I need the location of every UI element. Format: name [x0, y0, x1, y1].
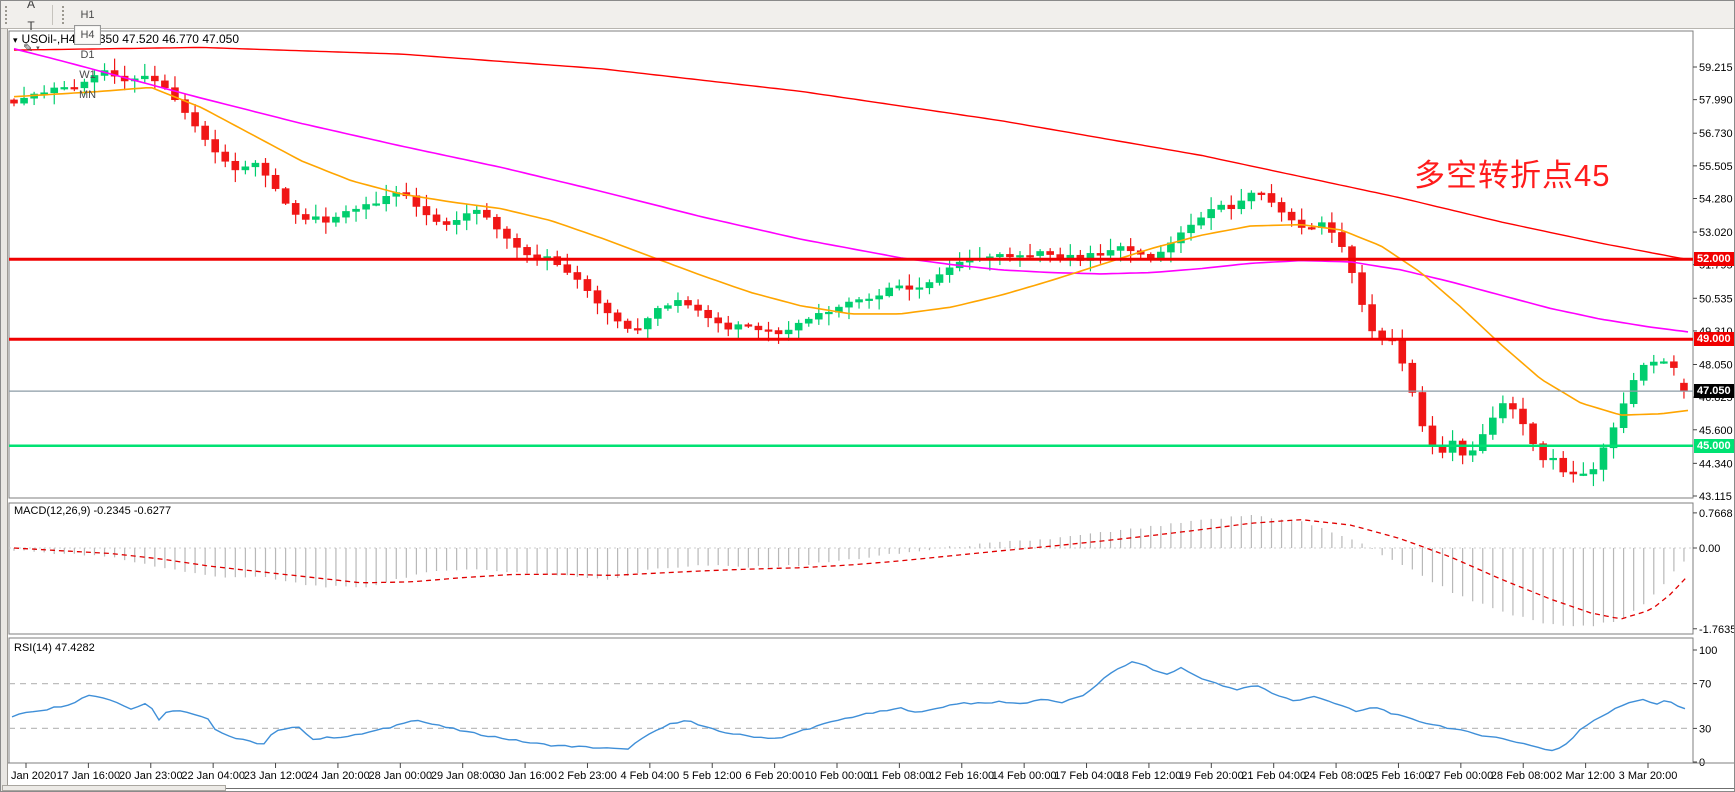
time-axis-label: 4 Feb 04:00 — [620, 770, 679, 782]
dropdown-caret-icon: ▾ — [36, 44, 40, 52]
time-axis-label: 2 Feb 23:00 — [558, 770, 617, 782]
timeframe-toolbar: M1M5M15M30H1H4D1W1MN — [73, 1, 104, 105]
price-tick-label: 48.050 — [1699, 360, 1733, 372]
time-axis-label: 17 Jan 16:00 — [57, 770, 121, 782]
price-tick-label: 43.115 — [1699, 491, 1732, 503]
timeframe-button-d1[interactable]: D1 — [74, 45, 101, 65]
price-tick-label: 59.215 — [1699, 62, 1733, 74]
price-tick-label: 53.020 — [1699, 227, 1733, 239]
time-axis-label: 29 Jan 08:00 — [431, 770, 495, 782]
price-tick-label: 44.340 — [1699, 458, 1733, 470]
time-axis-label: 25 Feb 16:00 — [1366, 770, 1431, 782]
time-axis-label: 2 Mar 12:00 — [1556, 770, 1615, 782]
time-axis-label: 24 Jan 20:00 — [306, 770, 370, 782]
time-axis-label: 28 Jan 00:00 — [368, 770, 432, 782]
time-axis-label: 21 Feb 04:00 — [1241, 770, 1306, 782]
toolbar: FAT✎▾ M1M5M15M30H1H4D1W1MN — [1, 1, 1734, 101]
time-axis-label: 12 Feb 16:00 — [929, 770, 994, 782]
price-badge-support-45: 45.000 — [1694, 439, 1734, 453]
price-tick-label: 54.280 — [1699, 193, 1733, 205]
macd-tick-label: 0.00 — [1699, 543, 1720, 555]
styles-icon: ✎ — [23, 40, 34, 55]
ma-mid-magenta-line[interactable] — [13, 47, 1689, 333]
macd-tick-label: -1.7635 — [1699, 624, 1735, 636]
rsi-line[interactable] — [11, 661, 1686, 752]
price-tick-label: 57.990 — [1699, 95, 1733, 107]
time-axis-label: 16 Jan 2020 — [1, 770, 56, 782]
macd-histogram — [13, 515, 1685, 627]
time-axis-label: 3 Mar 20:00 — [1619, 770, 1678, 782]
price-badge-resistance-49: 49.000 — [1694, 332, 1734, 346]
timeframe-button-h1[interactable]: H1 — [74, 5, 101, 25]
toolbar-separator — [52, 4, 53, 25]
rsi-tick-label: 70 — [1699, 679, 1711, 691]
annotation-text[interactable]: 多空转折点45 — [1414, 158, 1611, 193]
time-axis-label: 27 Feb 00:00 — [1428, 770, 1493, 782]
toolbar-grip[interactable] — [5, 5, 11, 24]
macd-axis: 0.7668 0.00 -1.7635 — [1693, 508, 1735, 636]
font-icon: A — [26, 0, 35, 11]
horizontal-scrollbar-thumb[interactable] — [2, 785, 226, 791]
timeframe-button-w1[interactable]: W1 — [74, 65, 101, 85]
rsi-tick-label: 30 — [1699, 723, 1711, 735]
timeframe-toolbar-grip[interactable] — [62, 5, 68, 24]
time-axis-label: 10 Feb 00:00 — [805, 770, 870, 782]
price-badge-resistance-52: 52.000 — [1694, 252, 1734, 266]
time-axis-label: 23 Jan 12:00 — [244, 770, 308, 782]
time-axis-label: 6 Feb 20:00 — [745, 770, 804, 782]
time-axis-label: 30 Jan 16:00 — [493, 770, 557, 782]
macd-pane[interactable] — [8, 502, 1694, 635]
styles-button[interactable]: ✎ ▾ — [18, 37, 45, 59]
price-tick-label: 55.505 — [1699, 161, 1733, 173]
price-tick-label: 50.535 — [1699, 293, 1733, 305]
chart-title-text: USOil-,H4 47.350 47.520 46.770 47.050 — [21, 32, 240, 46]
time-axis-label: 28 Feb 08:00 — [1491, 770, 1556, 782]
rsi-pane[interactable] — [8, 637, 1694, 764]
main-pane[interactable] — [8, 30, 1694, 499]
macd-tick-label: 0.7668 — [1699, 508, 1733, 520]
timeframe-button-h4[interactable]: H4 — [74, 24, 101, 45]
rsi-tick-label: 100 — [1699, 645, 1717, 657]
rsi-label: RSI(14) 47.4282 — [14, 642, 95, 654]
time-axis-label: 18 Feb 12:00 — [1117, 770, 1182, 782]
time-axis-label: 22 Jan 04:00 — [181, 770, 245, 782]
time-axis-label: 17 Feb 04:00 — [1054, 770, 1119, 782]
drawing-tools-group: FAT✎▾ — [16, 0, 47, 59]
symbol-dropdown-icon[interactable]: ▾ — [13, 35, 18, 45]
window-left-border — [1, 29, 8, 791]
time-axis-label: 14 Feb 00:00 — [992, 770, 1057, 782]
font-button[interactable]: A — [18, 0, 44, 15]
time-axis-label: 19 Feb 20:00 — [1179, 770, 1244, 782]
price-tick-label: 56.730 — [1699, 128, 1733, 140]
time-axis-label: 5 Feb 12:00 — [683, 770, 742, 782]
macd-signal-line[interactable] — [13, 519, 1687, 620]
time-axis-label: 20 Jan 23:00 — [119, 770, 183, 782]
time-axis-label: 11 Feb 08:00 — [867, 770, 931, 782]
price-badge-current: 47.050 — [1694, 384, 1734, 398]
price-axis[interactable]: 59.21557.99056.73055.50554.28053.02051.7… — [1693, 62, 1733, 503]
price-tick-label: 45.600 — [1699, 425, 1733, 437]
text-icon: T — [27, 18, 35, 33]
timeframe-button-mn[interactable]: MN — [74, 85, 101, 105]
ma-fast-orange-line[interactable] — [13, 87, 1689, 416]
text-button[interactable]: T — [18, 15, 44, 37]
ma-slow-red-line[interactable] — [13, 46, 1689, 261]
time-axis-label: 24 Feb 08:00 — [1304, 770, 1369, 782]
macd-label: MACD(12,26,9) -0.2345 -0.6277 — [14, 505, 172, 517]
horizontal-scrollbar-track[interactable] — [226, 788, 1734, 789]
